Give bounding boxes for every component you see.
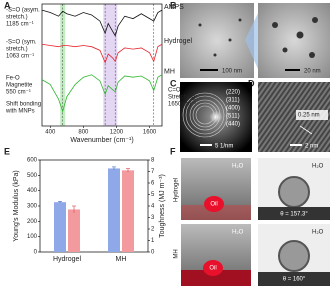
y2-tick-label: 4 xyxy=(151,204,155,210)
plot-frame xyxy=(41,3,163,127)
bar xyxy=(68,209,80,252)
annotation: stretch.) xyxy=(6,15,28,21)
panel-letter: C xyxy=(170,78,177,88)
annotation: Stretching xyxy=(168,95,195,101)
medium-label: H₂O xyxy=(232,164,244,170)
y-tick-label: 500 xyxy=(27,173,38,179)
panel-letter: E xyxy=(4,146,10,156)
medium-label: H₂O xyxy=(312,164,324,170)
y2-tick-label: 2 xyxy=(151,227,155,233)
legend-label: Hydrogel xyxy=(164,38,192,45)
highlight-band xyxy=(103,4,118,126)
spectrum xyxy=(41,9,163,37)
annotation: C=O xyxy=(168,88,181,94)
tem-image xyxy=(258,3,330,78)
annotation: 1650 cm⁻¹ xyxy=(168,102,196,108)
annotation: with MNPs xyxy=(5,109,35,115)
annotation: Fe-O xyxy=(6,76,20,82)
annotation: 1185 cm⁻¹ xyxy=(6,22,34,28)
angle-label: θ = 160° xyxy=(283,277,306,283)
bar xyxy=(108,168,120,252)
spacing-label: 0.25 nm xyxy=(298,113,320,119)
y-tick-label: 0 xyxy=(34,250,38,256)
ring-label: (400) xyxy=(226,106,240,112)
y2-tick-label: 5 xyxy=(151,192,155,198)
diffraction-image xyxy=(180,82,252,152)
y2-axis-label: Toughness (MJ m⁻³) xyxy=(159,174,166,238)
y2-tick-label: 3 xyxy=(151,215,155,221)
y-axis-label: Young's Modulus (kPa) xyxy=(13,170,20,242)
y2-tick-label: 6 xyxy=(151,181,155,187)
zoom-wedge xyxy=(245,5,262,78)
annotation: Magnetite xyxy=(6,83,33,89)
annotation: -S=O (asym. xyxy=(6,8,40,14)
x-tick-label: 400 xyxy=(45,130,56,136)
legend-label: MH xyxy=(164,69,175,76)
annotation: -S=O (sym. xyxy=(6,40,37,46)
scale-label: 100 nm xyxy=(222,69,242,75)
panel-letter: B xyxy=(170,0,177,10)
medium-label: H₂O xyxy=(312,230,324,236)
ring-label: (220) xyxy=(226,90,240,96)
panel-letter: F xyxy=(170,146,176,156)
bar xyxy=(54,202,66,252)
y2-tick-label: 1 xyxy=(151,238,155,244)
annotation: 550 cm⁻¹ xyxy=(6,90,31,96)
medium-label: H₂O xyxy=(232,230,244,236)
row-label: MH xyxy=(174,249,180,258)
tem-image xyxy=(180,3,254,78)
y2-tick-label: 7 xyxy=(151,169,155,175)
annotation: 1063 cm⁻¹ xyxy=(6,54,34,60)
y-tick-label: 300 xyxy=(27,204,38,210)
x-tick-label: 1600 xyxy=(143,130,157,136)
y-tick-label: 600 xyxy=(27,158,38,164)
oil-label: Oil xyxy=(209,266,216,272)
y-tick-label: 400 xyxy=(27,188,38,194)
x-tick-label: 800 xyxy=(78,130,89,136)
spectrum xyxy=(41,43,163,64)
scale-label: 5 1/nm xyxy=(215,144,233,150)
y2-tick-label: 8 xyxy=(151,158,155,164)
x-tick-label: 1200 xyxy=(110,130,124,136)
y-tick-label: 100 xyxy=(27,234,38,240)
ring-label: (440) xyxy=(226,122,240,128)
legend-label: AMPS xyxy=(164,4,184,11)
ring-label: (311) xyxy=(226,98,240,104)
annotation: Shift bonding xyxy=(6,102,41,108)
oil-drop xyxy=(204,196,224,212)
row-label: Hydrogel xyxy=(174,178,180,202)
angle-label: θ = 157.3° xyxy=(280,212,308,218)
panel-letter: A xyxy=(4,0,11,10)
x-tick-label: MH xyxy=(116,256,127,263)
bar xyxy=(122,170,134,252)
ring-label: (511) xyxy=(226,114,240,120)
x-tick-label: Hydrogel xyxy=(53,256,81,263)
scale-label: 20 nm xyxy=(304,69,321,75)
y-tick-label: 200 xyxy=(27,219,38,225)
y2-tick-label: 0 xyxy=(151,250,155,256)
spectrum xyxy=(41,74,163,113)
oil-drop xyxy=(203,260,223,276)
x-axis-label: Wavenumber (cm⁻¹) xyxy=(70,137,133,144)
annotation: stretch.) xyxy=(6,47,28,53)
scale-label: 2 nm xyxy=(305,144,318,150)
oil-label: Oil xyxy=(210,202,217,208)
